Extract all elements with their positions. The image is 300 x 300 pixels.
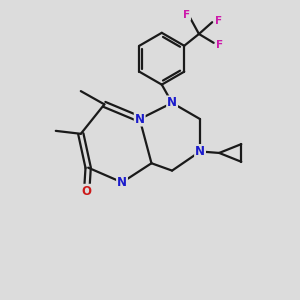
Text: N: N <box>135 112 145 126</box>
Text: O: O <box>82 185 92 198</box>
Text: N: N <box>167 96 177 110</box>
Text: N: N <box>117 176 127 189</box>
Text: F: F <box>214 16 222 26</box>
Text: N: N <box>195 145 205 158</box>
Text: F: F <box>183 10 190 20</box>
Text: F: F <box>216 40 223 50</box>
